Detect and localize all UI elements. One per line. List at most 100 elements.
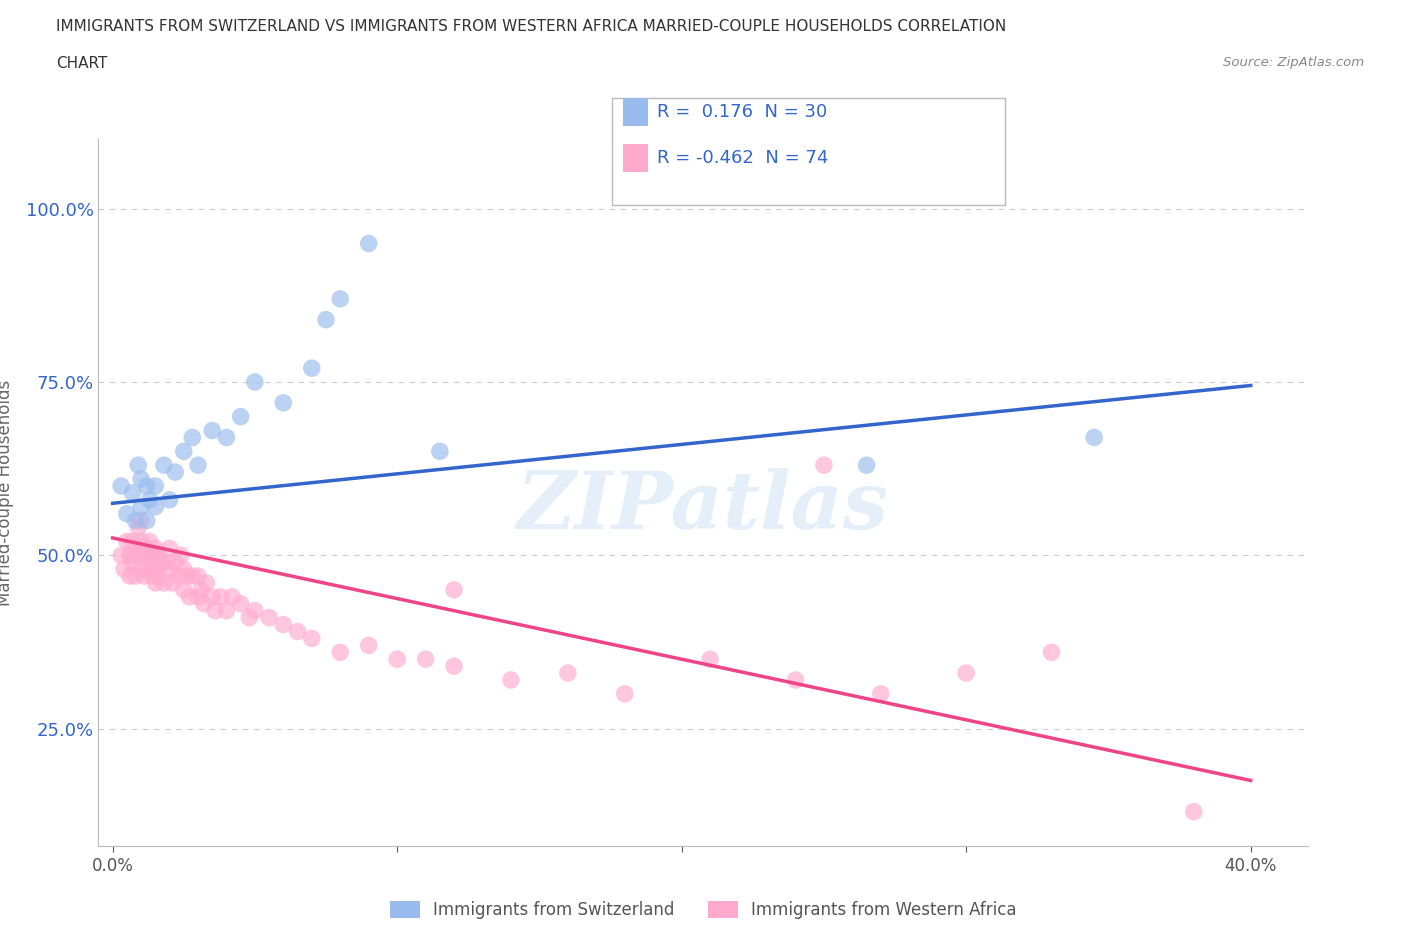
Legend: Immigrants from Switzerland, Immigrants from Western Africa: Immigrants from Switzerland, Immigrants … — [389, 901, 1017, 919]
Point — [357, 236, 380, 251]
Point — [204, 604, 226, 618]
Point — [869, 686, 891, 701]
Point — [127, 541, 149, 556]
Point — [173, 562, 195, 577]
Point — [138, 555, 160, 570]
Point — [132, 548, 155, 563]
Point — [499, 672, 522, 687]
Point — [143, 576, 166, 591]
Point — [243, 604, 266, 618]
Point — [173, 582, 195, 597]
Point — [201, 423, 224, 438]
Point — [179, 590, 201, 604]
Point — [170, 548, 193, 563]
Point — [115, 506, 138, 521]
Point — [187, 590, 209, 604]
Point — [357, 638, 380, 653]
Point — [110, 479, 132, 494]
Point — [785, 672, 807, 687]
Point — [699, 652, 721, 667]
Point — [121, 555, 143, 570]
Text: IMMIGRANTS FROM SWITZERLAND VS IMMIGRANTS FROM WESTERN AFRICA MARRIED-COUPLE HOU: IMMIGRANTS FROM SWITZERLAND VS IMMIGRANT… — [56, 19, 1007, 33]
Point — [121, 485, 143, 500]
Point — [1040, 644, 1063, 659]
Point — [141, 568, 163, 583]
Text: ZIPatlas: ZIPatlas — [517, 469, 889, 546]
Point — [118, 548, 141, 563]
Point — [112, 562, 135, 577]
Point — [162, 576, 184, 591]
Point — [159, 492, 181, 507]
Point — [329, 291, 352, 306]
Point — [124, 513, 146, 528]
Point — [150, 555, 173, 570]
Point — [187, 458, 209, 472]
Point — [165, 555, 187, 570]
Point — [159, 541, 181, 556]
Point — [385, 652, 408, 667]
Point — [209, 590, 232, 604]
Point — [138, 534, 160, 549]
Point — [329, 644, 352, 659]
Point — [195, 576, 218, 591]
Point — [1182, 804, 1205, 819]
Point — [855, 458, 877, 472]
Point — [813, 458, 835, 472]
Point — [110, 548, 132, 563]
Point — [193, 596, 215, 611]
Point — [443, 658, 465, 673]
Point — [243, 375, 266, 390]
Point — [153, 458, 176, 472]
Point — [121, 534, 143, 549]
Point — [135, 513, 157, 528]
Point — [190, 582, 212, 597]
Point — [1083, 430, 1105, 445]
Point — [135, 479, 157, 494]
Point — [287, 624, 309, 639]
Point — [955, 666, 977, 681]
Point — [167, 568, 190, 583]
Point — [159, 562, 181, 577]
Point — [135, 541, 157, 556]
Point — [129, 499, 152, 514]
Point — [238, 610, 260, 625]
Point — [301, 631, 323, 645]
Point — [156, 555, 179, 570]
Point — [146, 548, 169, 563]
Point — [315, 312, 337, 327]
Text: CHART: CHART — [56, 56, 108, 71]
Point — [141, 548, 163, 563]
Point — [415, 652, 437, 667]
Point — [173, 444, 195, 458]
Point — [165, 465, 187, 480]
Point — [143, 499, 166, 514]
Point — [613, 686, 636, 701]
Point — [124, 548, 146, 563]
Text: Source: ZipAtlas.com: Source: ZipAtlas.com — [1223, 56, 1364, 69]
Point — [443, 582, 465, 597]
Text: R = -0.462  N = 74: R = -0.462 N = 74 — [657, 149, 828, 167]
Point — [135, 562, 157, 577]
Point — [181, 430, 204, 445]
Point — [257, 610, 280, 625]
Point — [129, 472, 152, 486]
Point — [153, 576, 176, 591]
Point — [187, 568, 209, 583]
Point — [181, 568, 204, 583]
Point — [429, 444, 451, 458]
Point — [215, 604, 238, 618]
Point — [115, 534, 138, 549]
Point — [143, 541, 166, 556]
Point — [132, 568, 155, 583]
Point — [273, 395, 295, 410]
Point — [146, 568, 169, 583]
Point — [127, 520, 149, 535]
Point — [138, 492, 160, 507]
Point — [229, 409, 252, 424]
Point — [229, 596, 252, 611]
Point — [201, 590, 224, 604]
Point — [176, 568, 198, 583]
Point — [221, 590, 243, 604]
Y-axis label: Married-couple Households: Married-couple Households — [0, 379, 14, 606]
Text: R =  0.176  N = 30: R = 0.176 N = 30 — [657, 102, 827, 121]
